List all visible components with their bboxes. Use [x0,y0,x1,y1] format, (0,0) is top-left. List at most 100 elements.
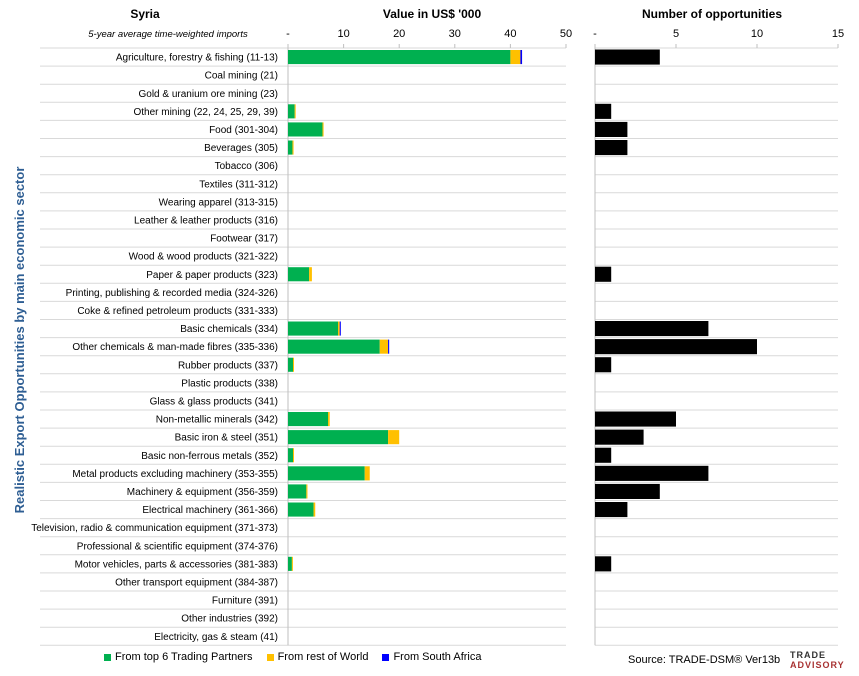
category-label: Textiles (311-312) [199,179,278,190]
bar-sa-segment [339,321,341,336]
category-label: Wearing apparel (313-315) [159,197,278,208]
bar-top6-segment [288,357,294,372]
category-label: Food (301-304) [209,125,278,136]
source-note: Source: TRADE-DSM® Ver13b [628,654,781,666]
bar-top6-segment [288,448,294,463]
bar-top6-segment [288,122,323,137]
count-bar [595,140,628,156]
bar-top6-segment [288,556,292,571]
count-tick-label: 5 [673,28,679,40]
category-label: Professional & scientific equipment (374… [77,541,278,552]
count-chart-title: Number of opportunities [642,7,782,21]
bar-rest-segment [292,140,294,155]
legend-item-top6: From top 6 Trading Partners [104,651,253,663]
count-bar [595,49,660,65]
bar-top6-segment [288,140,293,155]
bar-rest-segment [313,502,316,517]
bar-rest-segment [510,50,521,65]
category-label: Coke & refined petroleum products (331-3… [77,306,278,317]
category-label: Other transport equipment (384-387) [115,577,278,588]
category-label: Electricity, gas & steam (41) [154,632,278,643]
count-bar [595,483,660,499]
category-label: Glass & glass products (341) [150,396,278,407]
category-label: Paper & paper products (323) [146,270,278,281]
category-label: Basic iron & steel (351) [175,433,278,444]
bar-top6-segment [288,502,314,517]
bar-rest-segment [364,466,370,481]
legend-item-rest: From rest of World [266,651,369,663]
chart-legend: From top 6 Trading Partners From rest of… [104,651,481,663]
count-bar [595,465,709,481]
category-label: Coal mining (21) [205,71,278,82]
count-bar [595,103,612,119]
category-label: Plastic products (338) [181,378,278,389]
category-label: Other chemicals & man-made fibres (335-3… [72,342,278,353]
category-label: Other industries (392) [181,614,278,625]
bar-rest-segment [338,321,340,336]
logo-line-1: TRADE [790,650,826,660]
bar-top6-segment [288,484,307,499]
category-label: Electrical machinery (361-366) [142,505,278,516]
logo-line-2: ADVISORY [790,660,845,670]
bar-top6-segment [288,339,380,354]
category-label: Agriculture, forestry & fishing (11-13) [116,53,278,64]
count-bar [595,502,628,518]
legend-label-top6: From top 6 Trading Partners [115,651,253,663]
legend-swatch-sa [382,653,390,661]
value-tick-label: - [286,28,290,40]
count-bar [595,447,612,463]
chart-subtitle: 5-year average time-weighted imports [88,29,248,40]
chart-country-title: Syria [130,7,160,21]
value-tick-label: 50 [560,28,572,40]
category-label: Motor vehicles, parts & accessories (381… [75,559,278,570]
count-bar [595,411,676,427]
value-tick-label: 20 [393,28,405,40]
bar-rest-segment [388,430,400,445]
bar-rest-segment [306,484,308,499]
y-axis-label: Realistic Export Opportunities by main e… [12,167,27,514]
value-tick-label: 30 [449,28,461,40]
category-label: Wood & wood products (321-322) [129,252,278,263]
category-label: Basic non-ferrous metals (352) [141,451,278,462]
count-bar [595,121,628,137]
bar-rest-segment [294,104,296,119]
category-label: Beverages (305) [204,143,278,154]
bar-rest-segment [291,556,293,571]
category-label: Metal products excluding machinery (353-… [72,469,278,480]
legend-item-sa: From South Africa [382,651,481,663]
category-label: Footwear (317) [210,234,278,245]
count-bar [595,556,612,572]
bar-top6-segment [288,466,365,481]
count-bar [595,266,612,282]
value-tick-label: 10 [337,28,349,40]
category-label: Machinery & equipment (356-359) [127,487,278,498]
legend-swatch-rest [266,653,274,661]
trade-advisory-logo: TRADE ADVISORY [790,650,845,670]
count-tick-label: 15 [832,28,844,40]
bar-top6-segment [288,267,310,282]
category-label: Leather & leather products (316) [134,215,278,226]
bar-top6-segment [288,430,389,445]
category-label: Basic chemicals (334) [180,324,278,335]
bar-rest-segment [309,267,312,282]
bar-sa-segment [520,50,523,65]
category-label: Television, radio & communication equipm… [31,523,278,534]
legend-label-rest: From rest of World [277,651,369,663]
bar-sa-segment [388,339,390,354]
bar-rest-segment [293,448,295,463]
category-label: Rubber products (337) [178,360,278,371]
bar-top6-segment [288,50,511,65]
count-bar [595,429,644,445]
bar-top6-segment [288,412,329,427]
bar-top6-segment [288,321,339,336]
bar-rest-segment [322,122,324,137]
count-tick-label: 10 [751,28,763,40]
category-label: Printing, publishing & recorded media (3… [66,288,278,299]
count-bar [595,321,709,337]
value-chart-title: Value in US$ '000 [383,7,482,21]
count-bar [595,357,612,373]
category-label: Other mining (22, 24, 25, 29, 39) [133,107,278,118]
category-label: Non-metallic minerals (342) [156,415,278,426]
category-label: Gold & uranium ore mining (23) [138,89,278,100]
